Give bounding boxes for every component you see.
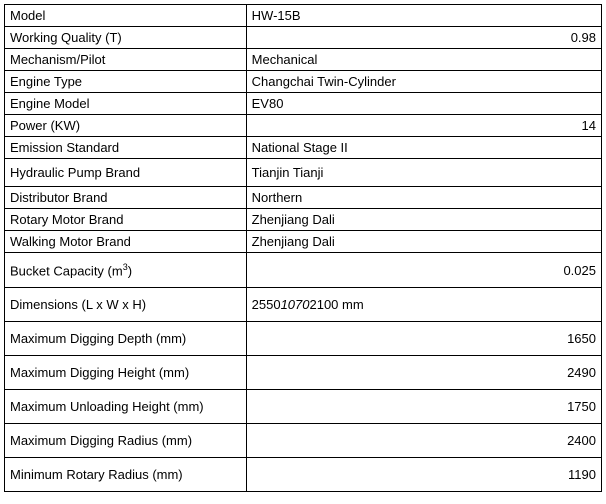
spec-label: Maximum Unloading Height (mm) (5, 390, 247, 424)
spec-value: EV80 (246, 93, 601, 115)
table-row: Walking Motor BrandZhenjiang Dali (5, 231, 602, 253)
spec-label: Hydraulic Pump Brand (5, 159, 247, 187)
spec-label: Model (5, 5, 247, 27)
spec-value: National Stage II (246, 137, 601, 159)
table-row: Working Quality (T)0.98 (5, 27, 602, 49)
table-row: Engine ModelEV80 (5, 93, 602, 115)
spec-label: Bucket Capacity (m3) (5, 253, 247, 288)
spec-value: Tianjin Tianji (246, 159, 601, 187)
spec-label: Rotary Motor Brand (5, 209, 247, 231)
table-row: Engine TypeChangchai Twin-Cylinder (5, 71, 602, 93)
spec-label: Distributor Brand (5, 187, 247, 209)
spec-value: 1650 (246, 322, 601, 356)
spec-value: 0.98 (246, 27, 601, 49)
spec-label: Engine Model (5, 93, 247, 115)
spec-value: Zhenjiang Dali (246, 209, 601, 231)
table-row: Maximum Digging Height (mm)2490 (5, 356, 602, 390)
spec-value: Northern (246, 187, 601, 209)
spec-value: 2400 (246, 424, 601, 458)
spec-value: 1750 (246, 390, 601, 424)
spec-value: 0.025 (246, 253, 601, 288)
spec-label: Minimum Rotary Radius (mm) (5, 458, 247, 492)
spec-label: Engine Type (5, 71, 247, 93)
table-row: Distributor BrandNorthern (5, 187, 602, 209)
table-row: Maximum Unloading Height (mm)1750 (5, 390, 602, 424)
table-row: Emission StandardNational Stage II (5, 137, 602, 159)
spec-label: Walking Motor Brand (5, 231, 247, 253)
table-row: Hydraulic Pump BrandTianjin Tianji (5, 159, 602, 187)
spec-value: 14 (246, 115, 601, 137)
table-row: Power (KW)14 (5, 115, 602, 137)
spec-label: Maximum Digging Depth (mm) (5, 322, 247, 356)
table-row: Maximum Digging Radius (mm)2400 (5, 424, 602, 458)
spec-value: 1190 (246, 458, 601, 492)
table-row: ModelHW-15B (5, 5, 602, 27)
table-row: Dimensions (L x W x H)255010702100 mm (5, 288, 602, 322)
spec-label: Power (KW) (5, 115, 247, 137)
spec-label: Dimensions (L x W x H) (5, 288, 247, 322)
spec-value: Zhenjiang Dali (246, 231, 601, 253)
spec-value: HW-15B (246, 5, 601, 27)
spec-value: 255010702100 mm (246, 288, 601, 322)
table-row: Bucket Capacity (m3)0.025 (5, 253, 602, 288)
table-row: Mechanism/PilotMechanical (5, 49, 602, 71)
spec-label: Maximum Digging Radius (mm) (5, 424, 247, 458)
spec-label: Mechanism/Pilot (5, 49, 247, 71)
spec-value: Changchai Twin-Cylinder (246, 71, 601, 93)
spec-label: Working Quality (T) (5, 27, 247, 49)
table-row: Minimum Rotary Radius (mm)1190 (5, 458, 602, 492)
spec-label: Emission Standard (5, 137, 247, 159)
spec-table: ModelHW-15BWorking Quality (T)0.98Mechan… (4, 4, 602, 492)
spec-table-body: ModelHW-15BWorking Quality (T)0.98Mechan… (5, 5, 602, 492)
spec-value: Mechanical (246, 49, 601, 71)
spec-label: Maximum Digging Height (mm) (5, 356, 247, 390)
table-row: Maximum Digging Depth (mm)1650 (5, 322, 602, 356)
table-row: Rotary Motor BrandZhenjiang Dali (5, 209, 602, 231)
spec-value: 2490 (246, 356, 601, 390)
